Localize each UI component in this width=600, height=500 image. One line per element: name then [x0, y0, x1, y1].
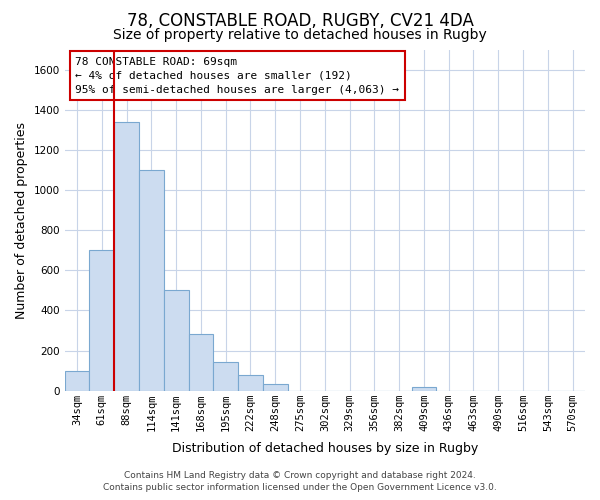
Bar: [164, 290, 188, 390]
Bar: [89, 250, 114, 390]
Text: 78 CONSTABLE ROAD: 69sqm
← 4% of detached houses are smaller (192)
95% of semi-d: 78 CONSTABLE ROAD: 69sqm ← 4% of detache…: [75, 57, 399, 95]
Text: 78, CONSTABLE ROAD, RUGBY, CV21 4DA: 78, CONSTABLE ROAD, RUGBY, CV21 4DA: [127, 12, 473, 30]
Text: Size of property relative to detached houses in Rugby: Size of property relative to detached ho…: [113, 28, 487, 42]
Bar: [65, 370, 89, 390]
X-axis label: Distribution of detached houses by size in Rugby: Distribution of detached houses by size …: [172, 442, 478, 455]
Bar: [238, 374, 263, 390]
Bar: [263, 384, 287, 390]
Y-axis label: Number of detached properties: Number of detached properties: [15, 122, 28, 319]
Bar: [188, 334, 214, 390]
Text: Contains HM Land Registry data © Crown copyright and database right 2024.
Contai: Contains HM Land Registry data © Crown c…: [103, 471, 497, 492]
Bar: [139, 170, 164, 390]
Bar: [214, 362, 238, 390]
Bar: [412, 386, 436, 390]
Bar: [114, 122, 139, 390]
